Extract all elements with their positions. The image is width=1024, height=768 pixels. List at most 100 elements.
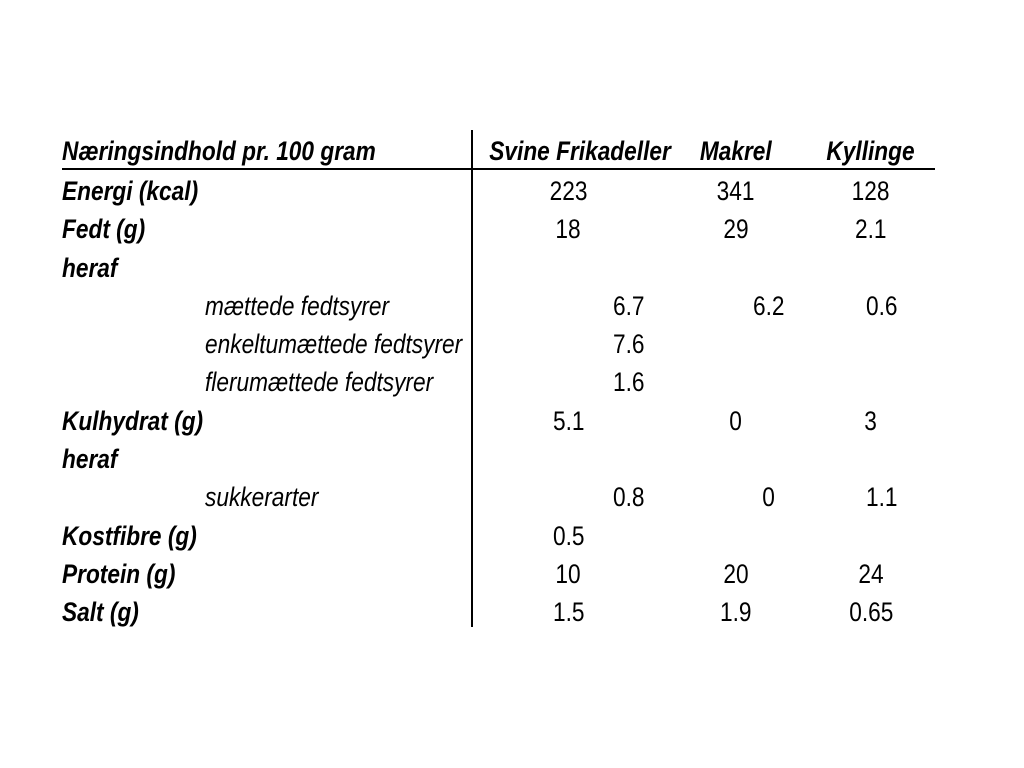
value-cell-kyllinge: 24 bbox=[807, 555, 935, 593]
value-cell-svine-frikadeller: 1.5 bbox=[472, 593, 665, 631]
value-cell-makrel: 1.9 bbox=[665, 593, 807, 631]
value-text: 223 bbox=[549, 176, 588, 206]
row-label-cell: flerumættede fedtsyrer bbox=[62, 363, 548, 401]
row-label-cell: Salt (g) bbox=[62, 593, 472, 631]
value-cell-makrel: 29 bbox=[665, 210, 807, 248]
header-col-svine-frikadeller: Svine Frikadeller bbox=[472, 134, 671, 168]
value-text: 5.1 bbox=[552, 405, 585, 436]
value-text: 20 bbox=[723, 558, 749, 589]
table-row: enkeltumættede fedtsyrer 7.6 bbox=[62, 325, 935, 363]
header-col-text: Svine Frikadeller bbox=[489, 136, 671, 166]
table-row: heraf bbox=[62, 249, 935, 287]
value-cell-svine-frikadeller: 7.6 bbox=[548, 325, 709, 363]
value-cell-svine-frikadeller: 1.6 bbox=[548, 363, 709, 401]
value-cell-kyllinge bbox=[807, 517, 935, 555]
value-text: 341 bbox=[717, 176, 755, 206]
value-cell-makrel bbox=[665, 440, 807, 478]
row-label-cell: heraf bbox=[62, 249, 472, 287]
value-cell-svine-frikadeller bbox=[472, 249, 665, 287]
header-col-text: Makrel bbox=[700, 136, 772, 166]
value-text: 1.1 bbox=[865, 482, 898, 513]
row-label-text: Salt (g) bbox=[62, 597, 139, 628]
row-label-text: heraf bbox=[62, 444, 118, 475]
row-label-text: mættede fedtsyrer bbox=[205, 290, 390, 321]
table-row: flerumættede fedtsyrer 1.6 bbox=[62, 363, 935, 401]
row-label-text: enkeltumættede fedtsyrer bbox=[205, 329, 463, 360]
value-cell-makrel: 20 bbox=[665, 555, 807, 593]
value-cell-makrel: 0 bbox=[665, 402, 807, 440]
table-body: Energi (kcal) 223 341 128 Fedt (g) 18 29… bbox=[62, 172, 935, 632]
row-label-cell: Protein (g) bbox=[62, 555, 472, 593]
value-cell-svine-frikadeller: 18 bbox=[472, 210, 665, 248]
table-row: Salt (g) 1.5 1.9 0.65 bbox=[62, 593, 935, 631]
value-text: 2.1 bbox=[855, 214, 887, 245]
table-row: heraf bbox=[62, 440, 935, 478]
value-cell-makrel bbox=[665, 249, 807, 287]
row-label-text: heraf bbox=[62, 252, 118, 283]
value-text: 1.9 bbox=[720, 597, 752, 628]
header-label-text: Næringsindhold pr. 100 gram bbox=[62, 136, 376, 166]
header-col-kyllinge: Kyllinge bbox=[807, 134, 935, 168]
value-cell-svine-frikadeller bbox=[472, 440, 665, 478]
value-cell-svine-frikadeller: 5.1 bbox=[472, 402, 665, 440]
value-cell-kyllinge bbox=[807, 440, 935, 478]
value-cell-kyllinge: 3 bbox=[807, 402, 935, 440]
row-label-text: Kostfibre (g) bbox=[62, 520, 197, 551]
table-row: Kulhydrat (g) 5.1 0 3 bbox=[62, 402, 935, 440]
value-cell-makrel: 6.2 bbox=[709, 287, 828, 325]
value-text: 0.6 bbox=[865, 290, 898, 321]
value-cell-makrel: 0 bbox=[709, 478, 828, 516]
value-cell-svine-frikadeller: 6.7 bbox=[548, 287, 709, 325]
value-cell-kyllinge: 2.1 bbox=[807, 210, 935, 248]
value-cell-svine-frikadeller: 223 bbox=[472, 172, 665, 210]
value-cell-kyllinge bbox=[828, 325, 935, 363]
value-text: 6.2 bbox=[752, 290, 785, 321]
value-cell-kyllinge: 0.65 bbox=[807, 593, 935, 631]
value-text: 18 bbox=[555, 214, 582, 245]
row-label-cell: Kostfibre (g) bbox=[62, 517, 472, 555]
table-row: mættede fedtsyrer 6.7 6.2 0.6 bbox=[62, 287, 935, 325]
value-cell-svine-frikadeller: 10 bbox=[472, 555, 665, 593]
value-text: 128 bbox=[852, 176, 890, 206]
row-label-text: Kulhydrat (g) bbox=[62, 405, 204, 436]
value-cell-makrel bbox=[709, 325, 828, 363]
column-divider-line bbox=[471, 130, 473, 627]
row-label-cell: Energi (kcal) bbox=[62, 172, 472, 210]
table-header-row: Næringsindhold pr. 100 gram Svine Frikad… bbox=[62, 130, 935, 170]
row-label-cell: Fedt (g) bbox=[62, 210, 472, 248]
value-text: 10 bbox=[555, 558, 582, 589]
header-col-text: Kyllinge bbox=[826, 136, 916, 166]
value-text: 6.7 bbox=[612, 290, 645, 321]
value-text: 3 bbox=[864, 405, 878, 436]
row-label-cell: sukkerarter bbox=[62, 478, 548, 516]
value-cell-makrel bbox=[665, 517, 807, 555]
table-row: Protein (g) 10 20 24 bbox=[62, 555, 935, 593]
row-label-text: Protein (g) bbox=[62, 558, 176, 589]
row-label-text: sukkerarter bbox=[205, 482, 319, 513]
value-cell-kyllinge: 1.1 bbox=[828, 478, 935, 516]
row-label-text: flerumættede fedtsyrer bbox=[205, 367, 434, 398]
value-cell-svine-frikadeller: 0.5 bbox=[472, 517, 665, 555]
value-text: 0 bbox=[729, 405, 743, 436]
nutrition-table: Næringsindhold pr. 100 gram Svine Frikad… bbox=[62, 130, 935, 632]
value-text: 0.5 bbox=[552, 520, 585, 551]
value-text: 0.8 bbox=[612, 482, 645, 513]
row-label-cell: Kulhydrat (g) bbox=[62, 402, 472, 440]
header-label-column: Næringsindhold pr. 100 gram bbox=[62, 134, 472, 168]
row-label-text: Energi (kcal) bbox=[62, 176, 199, 206]
row-label-cell: heraf bbox=[62, 440, 472, 478]
row-label-text: Fedt (g) bbox=[62, 214, 146, 245]
row-label-cell: enkeltumættede fedtsyrer bbox=[62, 325, 548, 363]
value-text: 0 bbox=[762, 482, 775, 513]
value-text: 0.65 bbox=[848, 597, 894, 628]
value-cell-kyllinge: 128 bbox=[807, 172, 935, 210]
value-cell-kyllinge: 0.6 bbox=[828, 287, 935, 325]
table-row: Fedt (g) 18 29 2.1 bbox=[62, 210, 935, 248]
value-text: 1.6 bbox=[612, 367, 645, 398]
value-text: 24 bbox=[858, 558, 884, 589]
value-cell-kyllinge bbox=[807, 249, 935, 287]
value-text: 1.5 bbox=[552, 597, 585, 628]
value-cell-makrel: 341 bbox=[665, 172, 807, 210]
value-cell-svine-frikadeller: 0.8 bbox=[548, 478, 709, 516]
